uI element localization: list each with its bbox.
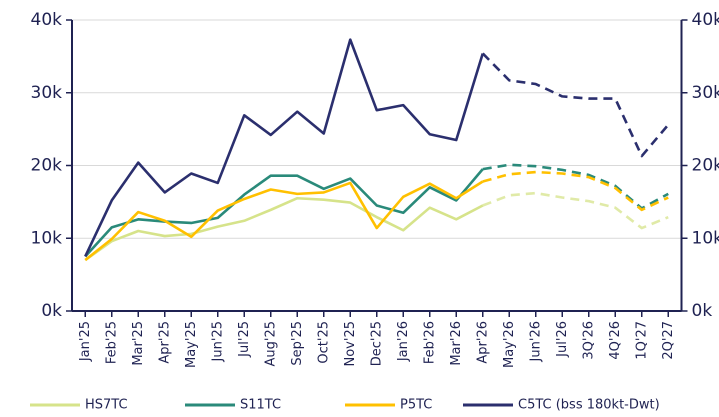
- legend-label: P5TC: [400, 398, 432, 413]
- x-tick-label: 4Q'26: [608, 321, 623, 360]
- y2-tick-label: 20k: [692, 156, 719, 176]
- legend-label: HS7TC: [85, 398, 128, 413]
- line: [84, 196, 484, 262]
- x-tick-label: May'26: [502, 321, 517, 368]
- x-tick-label: Jun'25: [210, 321, 225, 362]
- x-tick-label: Apr'26: [475, 321, 490, 364]
- y-tick-label: 20k: [31, 156, 63, 176]
- forecast-line: [482, 191, 669, 230]
- x-tick-label: Dec'25: [369, 321, 384, 366]
- y2-tick-label: 40k: [692, 10, 719, 30]
- x-tick-label: May'25: [184, 321, 199, 368]
- forecast-line: [482, 163, 669, 210]
- x-tick-label: Oct'25: [316, 321, 331, 364]
- x-tick-label: Jun'26: [528, 321, 543, 362]
- x-tick-label: 3Q'26: [581, 321, 596, 360]
- line: [84, 38, 484, 257]
- legend-label: S11TC: [240, 398, 281, 413]
- x-tick-label: Sep'25: [290, 321, 305, 366]
- x-tick-label: Jan'25: [78, 321, 93, 362]
- y2-tick-label: 30k: [692, 83, 719, 103]
- x-tick-label: Feb'25: [104, 321, 119, 364]
- y-tick-label: 10k: [31, 228, 63, 248]
- y-tick-label: 40k: [31, 10, 63, 30]
- y2-tick-label: 0k: [692, 301, 713, 321]
- x-tick-label: Apr'25: [157, 321, 172, 364]
- y-tick-label: 30k: [31, 83, 63, 103]
- forecast-line: [481, 52, 670, 158]
- x-tick-label: Jan'26: [396, 321, 411, 362]
- x-tick-label: Jul'26: [555, 321, 570, 358]
- legend-label: C5TC (bss 180kt-Dwt): [518, 398, 660, 413]
- x-tick-label: 2Q'27: [661, 321, 676, 360]
- x-tick-label: Jul'25: [237, 321, 252, 358]
- line: [84, 168, 484, 258]
- x-tick-label: 1Q'27: [634, 321, 649, 360]
- x-tick-label: Aug'25: [263, 321, 278, 367]
- line: [84, 180, 484, 262]
- forecast-line: [482, 170, 669, 212]
- y2-tick-label: 10k: [692, 228, 719, 248]
- x-tick-label: Nov'25: [343, 321, 358, 367]
- x-tick-label: Mar'25: [131, 321, 146, 366]
- y-tick-label: 0k: [41, 301, 62, 321]
- x-tick-label: Feb'26: [422, 321, 437, 364]
- x-tick-label: Mar'26: [449, 321, 464, 366]
